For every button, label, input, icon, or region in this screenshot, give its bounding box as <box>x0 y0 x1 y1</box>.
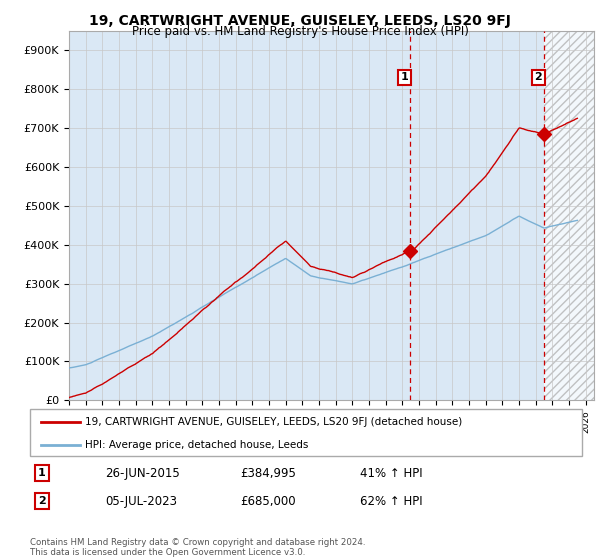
Text: Price paid vs. HM Land Registry's House Price Index (HPI): Price paid vs. HM Land Registry's House … <box>131 25 469 38</box>
Text: 62% ↑ HPI: 62% ↑ HPI <box>360 494 422 508</box>
Text: 1: 1 <box>401 72 409 82</box>
Text: 41% ↑ HPI: 41% ↑ HPI <box>360 466 422 480</box>
FancyBboxPatch shape <box>30 409 582 456</box>
Text: 2: 2 <box>535 72 542 82</box>
Text: 26-JUN-2015: 26-JUN-2015 <box>105 466 180 480</box>
Text: £384,995: £384,995 <box>240 466 296 480</box>
Bar <box>544 31 594 400</box>
Text: Contains HM Land Registry data © Crown copyright and database right 2024.
This d: Contains HM Land Registry data © Crown c… <box>30 538 365 557</box>
Text: HPI: Average price, detached house, Leeds: HPI: Average price, detached house, Leed… <box>85 440 308 450</box>
Text: 19, CARTWRIGHT AVENUE, GUISELEY, LEEDS, LS20 9FJ: 19, CARTWRIGHT AVENUE, GUISELEY, LEEDS, … <box>89 14 511 28</box>
Text: £685,000: £685,000 <box>240 494 296 508</box>
Text: 2: 2 <box>38 496 46 506</box>
Text: 05-JUL-2023: 05-JUL-2023 <box>105 494 177 508</box>
Text: 1: 1 <box>38 468 46 478</box>
Text: 19, CARTWRIGHT AVENUE, GUISELEY, LEEDS, LS20 9FJ (detached house): 19, CARTWRIGHT AVENUE, GUISELEY, LEEDS, … <box>85 417 463 427</box>
